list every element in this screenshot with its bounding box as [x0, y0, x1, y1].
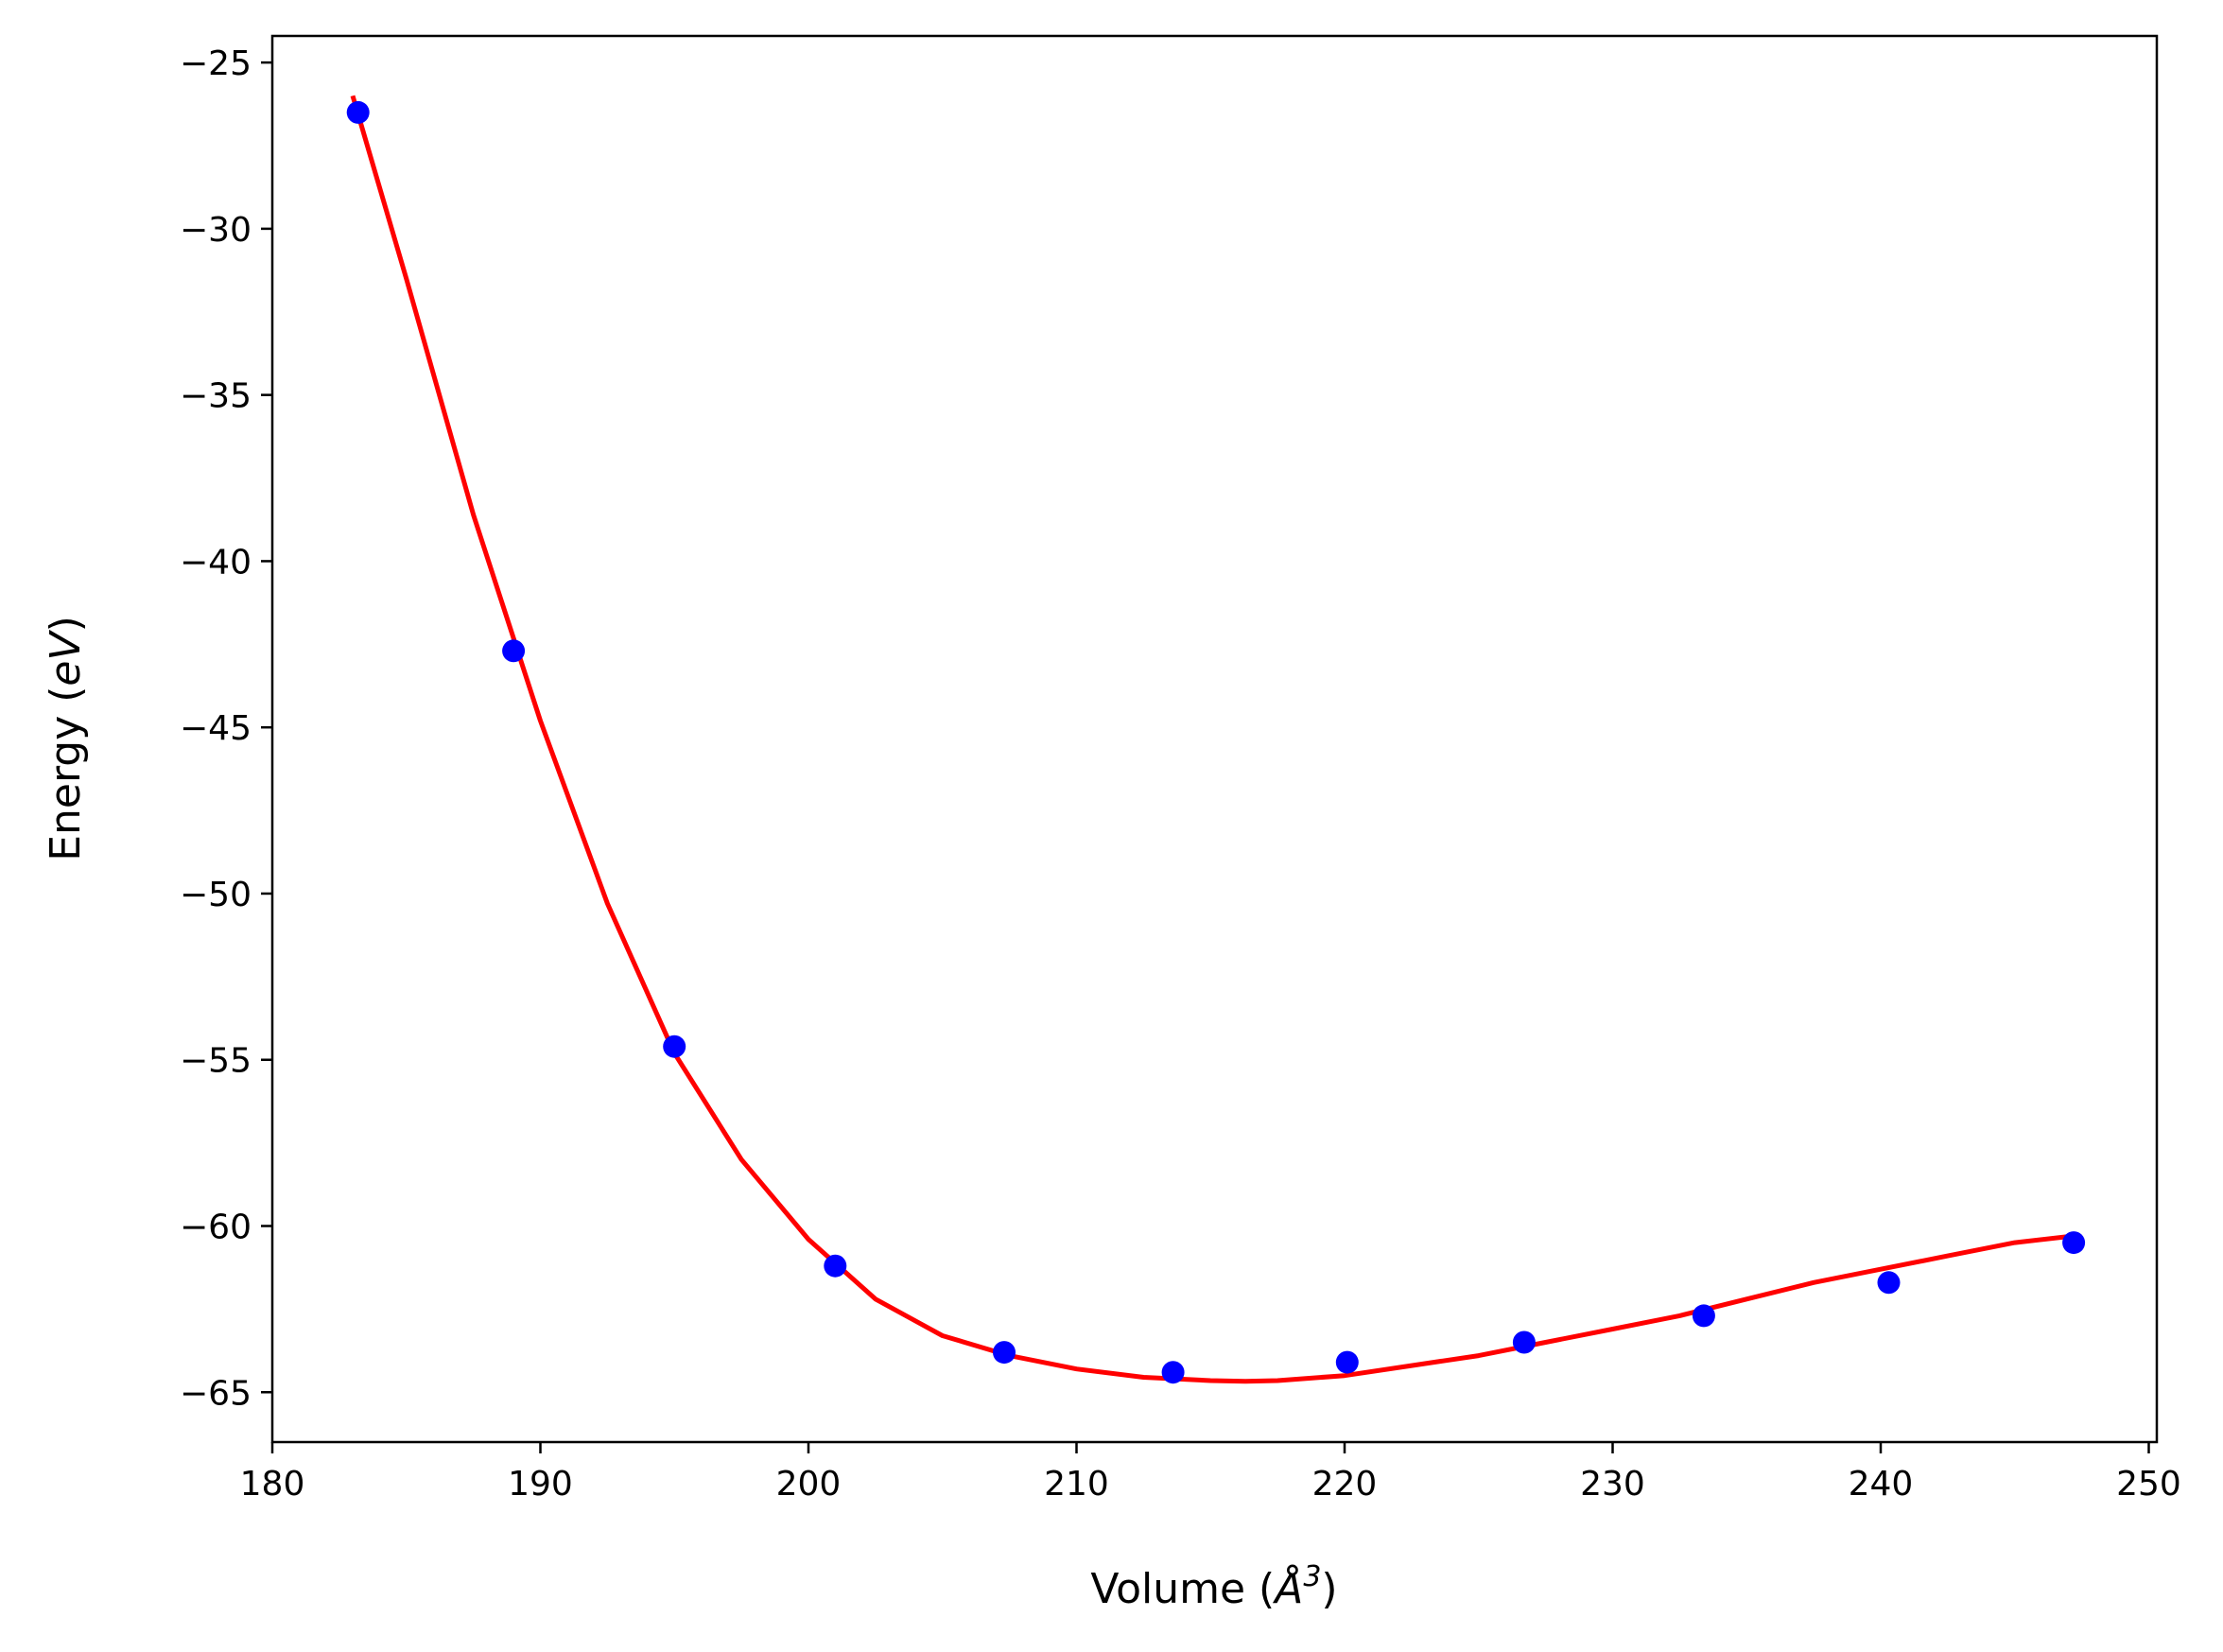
y-tick-label: −30	[180, 211, 252, 250]
y-tick-label: −65	[180, 1374, 252, 1413]
x-tick-label: 190	[508, 1465, 573, 1504]
x-axis-label-unit: Å	[1272, 1563, 1303, 1613]
data-point	[1692, 1304, 1715, 1328]
y-tick-label: −45	[180, 709, 252, 748]
fit-curve	[350, 95, 2075, 1384]
x-tick-label: 200	[776, 1465, 842, 1504]
x-axis-label: Volume (Å3)	[1090, 1560, 1337, 1613]
y-tick-label: −25	[180, 44, 252, 83]
y-tick-label: −40	[180, 543, 252, 582]
y-tick-label: −35	[180, 377, 252, 416]
x-tick-label: 210	[1044, 1465, 1109, 1504]
data-point	[663, 1035, 686, 1058]
y-tick-label: −55	[180, 1042, 252, 1081]
y-tick-label: −50	[180, 876, 252, 914]
x-tick-label: 220	[1312, 1465, 1378, 1504]
x-axis-ticks: 180 190 200 210 220 230 240 250	[240, 1442, 2181, 1504]
plot-area	[272, 36, 2157, 1442]
data-point	[502, 639, 526, 663]
y-axis-label-close: )	[42, 616, 90, 632]
x-tick-label: 230	[1580, 1465, 1645, 1504]
data-point	[824, 1254, 847, 1278]
x-tick-label: 250	[2116, 1465, 2181, 1504]
y-axis-ticks: −25 −30 −35 −40 −45 −50 −55 −60 −65	[180, 44, 272, 1413]
data-point	[346, 100, 370, 124]
data-point	[1161, 1361, 1185, 1384]
y-axis-label: Energy (eV)	[42, 616, 90, 861]
x-tick-label: 240	[1849, 1465, 1914, 1504]
data-point	[1877, 1271, 1901, 1295]
y-tick-label: −60	[180, 1209, 252, 1247]
data-point	[993, 1341, 1016, 1365]
fit-line-layer	[350, 95, 2075, 1384]
plot-frame	[270, 34, 2159, 1444]
data-point	[1335, 1350, 1359, 1374]
data-point	[2062, 1231, 2086, 1255]
data-points-layer	[346, 100, 2086, 1384]
y-axis-label-unit: eV	[42, 630, 90, 687]
x-axis-label-text: Volume (	[1090, 1565, 1275, 1613]
x-axis-label-exponent: 3	[1303, 1560, 1321, 1593]
data-point	[1512, 1330, 1536, 1354]
x-axis-label-close: )	[1321, 1565, 1337, 1613]
x-tick-label: 180	[240, 1465, 305, 1504]
y-axis-label-text: Energy (	[42, 687, 90, 861]
